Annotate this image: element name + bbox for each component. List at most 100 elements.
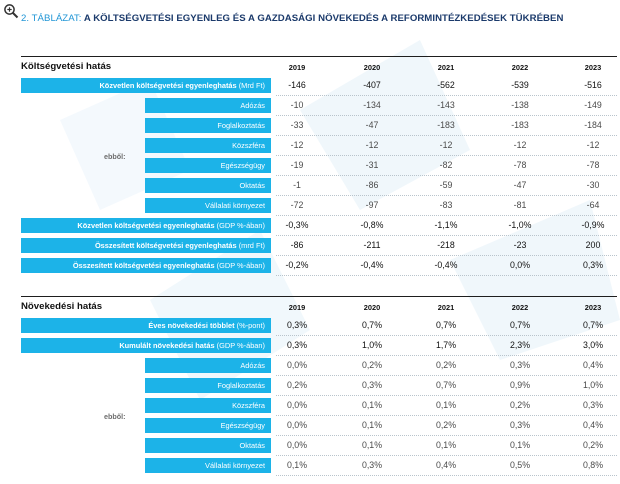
- table-cell: 1,7%: [435, 340, 457, 350]
- table-cell: -82: [439, 160, 453, 170]
- table-cell: 0,4%: [582, 360, 604, 370]
- row-separator: [276, 375, 617, 376]
- table-cell: 3,0%: [582, 340, 604, 350]
- row-separator: [276, 255, 617, 256]
- ebbol-label: ebből:: [104, 152, 126, 161]
- table-cell: 0,9%: [509, 380, 531, 390]
- row-label-text: Összesített költségvetési egyenleghatás: [72, 261, 217, 270]
- year-header: 2022: [511, 303, 529, 312]
- table-cell: 0,0%: [286, 400, 308, 410]
- table-cell: -0,9%: [581, 220, 605, 230]
- sub-row-label: Vállalati környezet: [145, 198, 271, 213]
- table-cell: 0,0%: [286, 440, 308, 450]
- table-cell: -23: [513, 240, 527, 250]
- row-separator: [276, 475, 617, 476]
- table-cell: 0,3%: [509, 420, 531, 430]
- table-cell: -0,2%: [285, 260, 309, 270]
- section-divider: [21, 56, 617, 57]
- year-header: 2020: [363, 303, 381, 312]
- row-label: Közvetlen költségvetési egyenleghatás (G…: [21, 218, 271, 233]
- year-header: 2021: [437, 303, 455, 312]
- table-cell: -30: [586, 180, 600, 190]
- table-cell: 1,0%: [582, 380, 604, 390]
- year-header: 2023: [584, 303, 602, 312]
- year-header: 2021: [437, 63, 455, 72]
- row-separator: [276, 135, 617, 136]
- row-label-text: Közvetlen költségvetési egyenleghatás: [77, 221, 217, 230]
- table-cell: -47: [513, 180, 527, 190]
- table-cell: -0,4%: [434, 260, 458, 270]
- table-cell: -211: [363, 240, 381, 250]
- sub-row-label: Egészségügy: [145, 418, 271, 433]
- row-label: Kumulált növekedési hatás (GDP %-ában): [21, 338, 271, 353]
- table-cell: 0,3%: [582, 260, 604, 270]
- row-label: Közvetlen költségvetési egyenleghatás (M…: [21, 78, 271, 93]
- table-cell: 2,3%: [509, 340, 531, 350]
- ebbol-label: ebből:: [104, 412, 126, 421]
- table-cell: -138: [511, 100, 529, 110]
- section-title: Növekedési hatás: [21, 301, 103, 312]
- row-separator: [276, 95, 617, 96]
- row-separator: [276, 395, 617, 396]
- table-cell: -1,1%: [434, 220, 458, 230]
- table-cell: 0,4%: [435, 460, 457, 470]
- row-separator: [276, 215, 617, 216]
- row-separator: [276, 355, 617, 356]
- table-cell: 0,8%: [582, 460, 604, 470]
- table-cell: 0,2%: [435, 420, 457, 430]
- table-cell: -83: [439, 200, 453, 210]
- year-header: 2019: [288, 63, 306, 72]
- table-cell: 0,3%: [361, 460, 383, 470]
- row-label-unit: (GDP %-ában): [216, 341, 265, 350]
- table-cell: 0,7%: [582, 320, 604, 330]
- table-cell: -516: [584, 80, 602, 90]
- row-separator: [276, 335, 617, 336]
- table-cell: -1: [293, 180, 301, 190]
- table-cell: 0,4%: [582, 420, 604, 430]
- table-cell: -64: [586, 200, 600, 210]
- sub-row-label: Közszféra: [145, 398, 271, 413]
- row-separator: [276, 195, 617, 196]
- table-cell: -183: [511, 120, 529, 130]
- table-cell: 0,2%: [361, 360, 383, 370]
- table-cell: -10: [290, 100, 304, 110]
- table-cell: 0,7%: [509, 320, 531, 330]
- table-cell: -183: [437, 120, 455, 130]
- row-label-unit: (GDP %-ában): [216, 221, 265, 230]
- table-cell: 0,1%: [286, 460, 308, 470]
- table-cell: -12: [365, 140, 379, 150]
- table-title: 2. TÁBLÁZAT: A KÖLTSÉGVETÉSI EGYENLEG ÉS…: [21, 13, 563, 24]
- row-label-text: Közvetlen költségvetési egyenleghatás: [99, 81, 239, 90]
- table-cell: -81: [513, 200, 527, 210]
- row-label: Éves növekedési többlet (%-pont): [21, 318, 271, 333]
- table-cell: 0,3%: [509, 360, 531, 370]
- year-header: 2023: [584, 63, 602, 72]
- table-cell: 0,3%: [286, 320, 308, 330]
- table-cell: -562: [437, 80, 455, 90]
- table-cell: -12: [290, 140, 304, 150]
- table-title-main: A KÖLTSÉGVETÉSI EGYENLEG ÉS A GAZDASÁGI …: [83, 13, 564, 24]
- section-divider: [21, 296, 617, 297]
- sub-row-label: Oktatás: [145, 438, 271, 453]
- table-cell: 0,2%: [509, 400, 531, 410]
- sub-row-label: Oktatás: [145, 178, 271, 193]
- table-cell: -0,4%: [360, 260, 384, 270]
- table-cell: -149: [584, 100, 602, 110]
- table-cell: -12: [586, 140, 600, 150]
- table-cell: -0,3%: [285, 220, 309, 230]
- year-header: 2022: [511, 63, 529, 72]
- table-cell: -33: [290, 120, 304, 130]
- table-cell: 0,1%: [361, 400, 383, 410]
- table-cell: -134: [363, 100, 381, 110]
- table-cell: -78: [513, 160, 527, 170]
- row-separator: [276, 415, 617, 416]
- table-cell: -97: [365, 200, 379, 210]
- row-label-text: Éves növekedési többlet: [148, 321, 237, 330]
- zoom-icon[interactable]: [3, 3, 19, 19]
- table-cell: -407: [363, 80, 381, 90]
- sub-row-label: Adózás: [145, 98, 271, 113]
- table-cell: 0,1%: [361, 440, 383, 450]
- sub-row-label: Közszféra: [145, 138, 271, 153]
- table-cell: 0,7%: [435, 380, 457, 390]
- row-separator: [276, 155, 617, 156]
